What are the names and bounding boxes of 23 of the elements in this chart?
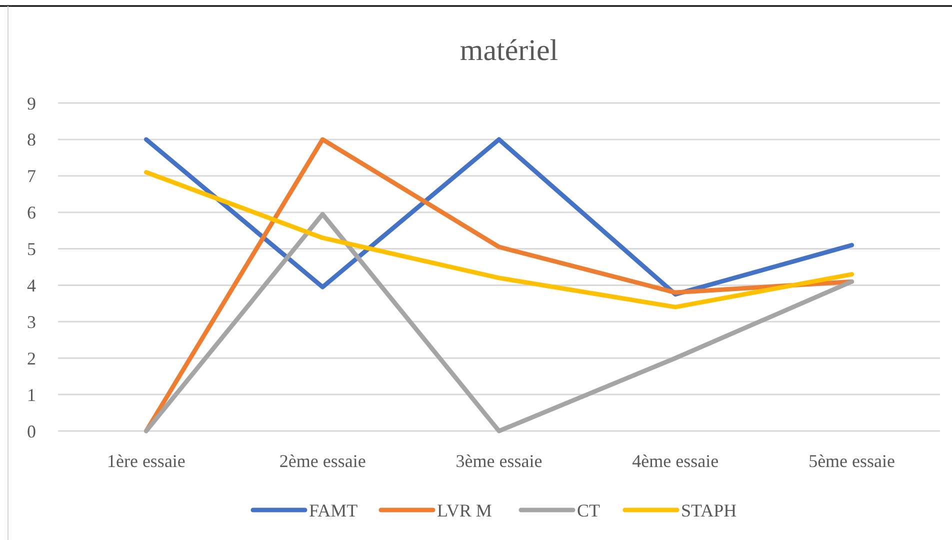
y-tick-label: 9 bbox=[27, 93, 36, 114]
x-tick-label: 4ème essaie bbox=[632, 451, 719, 471]
y-tick-label: 1 bbox=[27, 384, 36, 405]
y-tick-label: 7 bbox=[27, 166, 36, 186]
y-tick-label: 2 bbox=[27, 348, 36, 368]
y-tick-label: 4 bbox=[27, 276, 36, 296]
legend-label: STAPH bbox=[681, 500, 737, 520]
y-tick-label: 3 bbox=[27, 312, 36, 332]
y-tick-label: 8 bbox=[27, 130, 36, 150]
x-tick-label: 2ème essaie bbox=[279, 451, 366, 471]
line-series bbox=[144, 212, 854, 434]
chart-title: matériel bbox=[460, 34, 558, 67]
x-tick-label: 5ème essaie bbox=[808, 451, 896, 471]
line-series bbox=[144, 170, 854, 310]
line-series bbox=[144, 137, 854, 297]
x-tick-label: 1ère essaie bbox=[106, 451, 186, 471]
legend-label: LVR M bbox=[437, 500, 492, 520]
y-tick-label: 0 bbox=[27, 421, 36, 442]
y-tick-label: 5 bbox=[27, 239, 36, 260]
y-tick-label: 6 bbox=[27, 202, 36, 223]
legend-label: FAMT bbox=[309, 500, 358, 520]
legend-label: CT bbox=[577, 500, 600, 520]
x-tick-label: 3ème essaie bbox=[456, 451, 542, 471]
